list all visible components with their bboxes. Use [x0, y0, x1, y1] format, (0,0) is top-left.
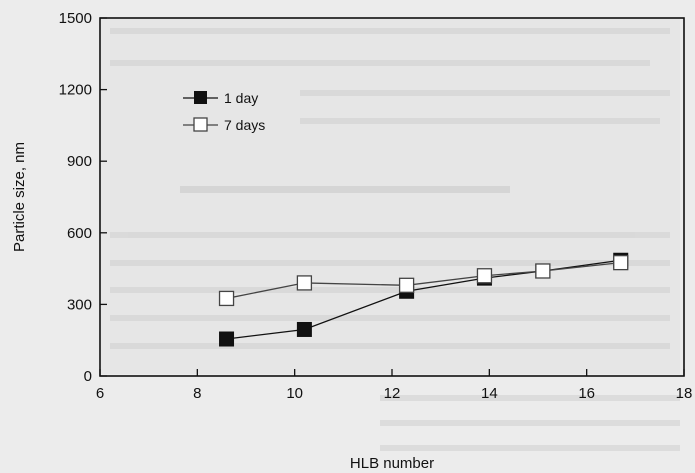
data-point-7-days: [535, 263, 551, 279]
data-point-1-day: [219, 331, 235, 347]
y-axis-title: Particle size, nm: [11, 142, 28, 252]
data-point-7-days: [476, 268, 493, 284]
data-point-7-days: [398, 277, 415, 293]
legend: 1 day 7 days: [183, 90, 265, 133]
x-tick-label: 16: [578, 385, 595, 402]
x-tick-label: 8: [193, 385, 201, 402]
data-point-7-days: [296, 275, 313, 291]
x-axis-ticks: 6 8 10 12 14 16 18: [96, 369, 693, 402]
legend-label-1-day: 1 day: [224, 90, 258, 106]
x-tick-label: 6: [96, 385, 104, 402]
series-line-7-days: [226, 261, 621, 300]
y-axis-ticks: 0 300 600 900 1200 1500: [59, 10, 107, 385]
y-tick-label: 300: [67, 296, 92, 313]
y-tick-label: 0: [84, 368, 92, 385]
series-layer: [218, 252, 629, 347]
x-tick-label: 12: [384, 385, 401, 402]
data-point-1-day: [296, 321, 312, 337]
x-tick-label: 10: [286, 385, 303, 402]
y-tick-label: 1200: [59, 82, 92, 99]
y-tick-label: 600: [67, 225, 92, 242]
legend-marker-1-day: [194, 91, 207, 104]
legend-label-7-days: 7 days: [224, 117, 265, 133]
x-tick-label: 18: [676, 385, 693, 402]
y-tick-label: 900: [67, 153, 92, 170]
data-point-7-days: [613, 254, 629, 271]
legend-marker-7-days: [193, 117, 208, 132]
x-axis-title: HLB number: [350, 455, 434, 472]
y-tick-label: 1500: [59, 10, 92, 27]
data-point-7-days: [218, 290, 235, 307]
x-tick-label: 14: [481, 385, 498, 402]
